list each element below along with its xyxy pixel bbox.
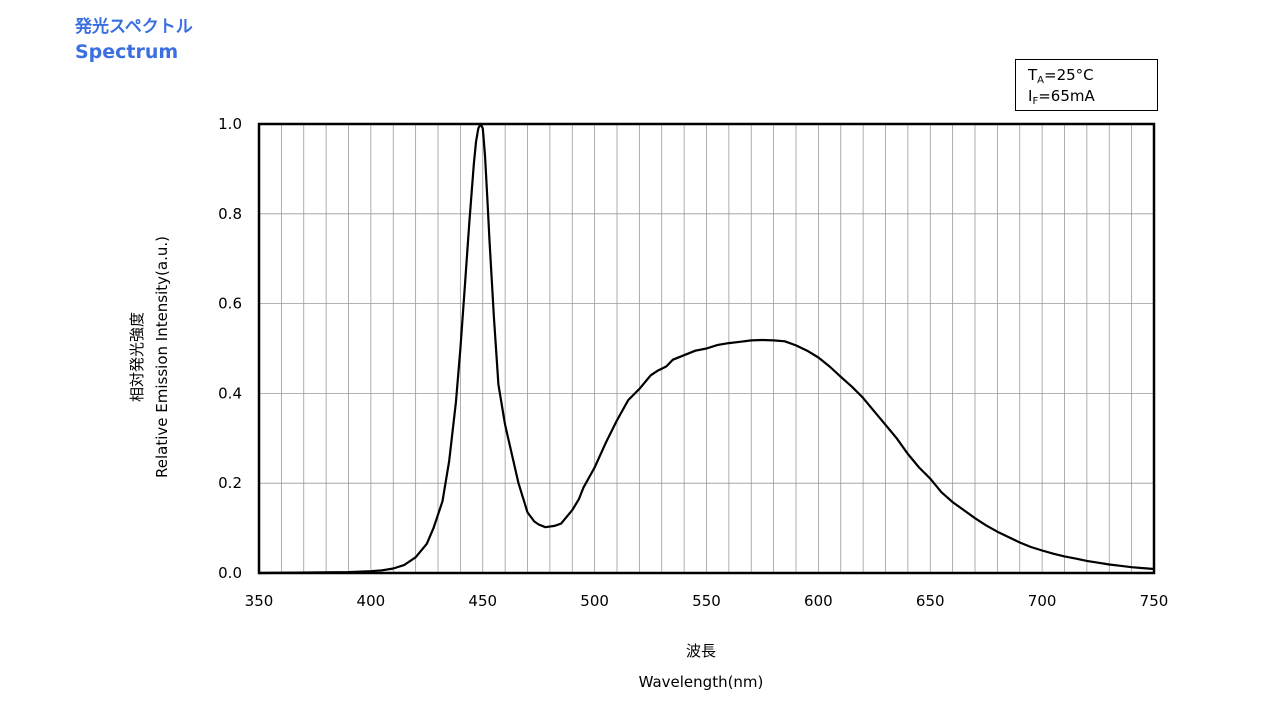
y-axis-title: Relative Emission Intensity(a.u.) [153, 236, 171, 478]
x-tick-label: 700 [1028, 592, 1057, 610]
y-tick-label: 0.6 [218, 295, 242, 313]
spectrum-series-line [258, 122, 1155, 575]
x-tick-label: 750 [1140, 592, 1169, 610]
x-axis-title: Wavelength(nm) [639, 673, 764, 691]
y-tick-label: 0.4 [218, 384, 242, 402]
x-axis-ticks: 350 400 450 500 550 600 650 700 750 [245, 592, 1169, 610]
x-tick-label: 500 [580, 592, 609, 610]
chart-title-jp: 発光スペクトル [75, 17, 193, 37]
y-axis-title-jp: 相対発光強度 [128, 312, 146, 402]
y-axis-ticks: 0.0 0.2 0.4 0.6 0.8 1.0 [218, 115, 242, 582]
x-tick-label: 650 [916, 592, 945, 610]
y-tick-label: 0.0 [218, 564, 242, 582]
forward-current-label: IF=65mA [1028, 87, 1095, 107]
y-tick-label: 0.8 [218, 205, 242, 223]
y-tick-label: 1.0 [218, 115, 242, 133]
x-axis-title-jp: 波長 [686, 642, 716, 660]
x-tick-label: 600 [804, 592, 833, 610]
chart-title-en: Spectrum [75, 41, 179, 63]
x-tick-label: 350 [245, 592, 274, 610]
conditions-box: TA=25°C IF=65mA [1015, 59, 1158, 111]
x-tick-label: 550 [692, 592, 721, 610]
grid-lines [259, 124, 1154, 573]
ambient-temperature-label: TA=25°C [1028, 66, 1094, 86]
y-tick-label: 0.2 [218, 474, 242, 492]
plot-frame [257, 122, 1156, 575]
x-tick-label: 400 [357, 592, 386, 610]
x-tick-label: 450 [468, 592, 497, 610]
